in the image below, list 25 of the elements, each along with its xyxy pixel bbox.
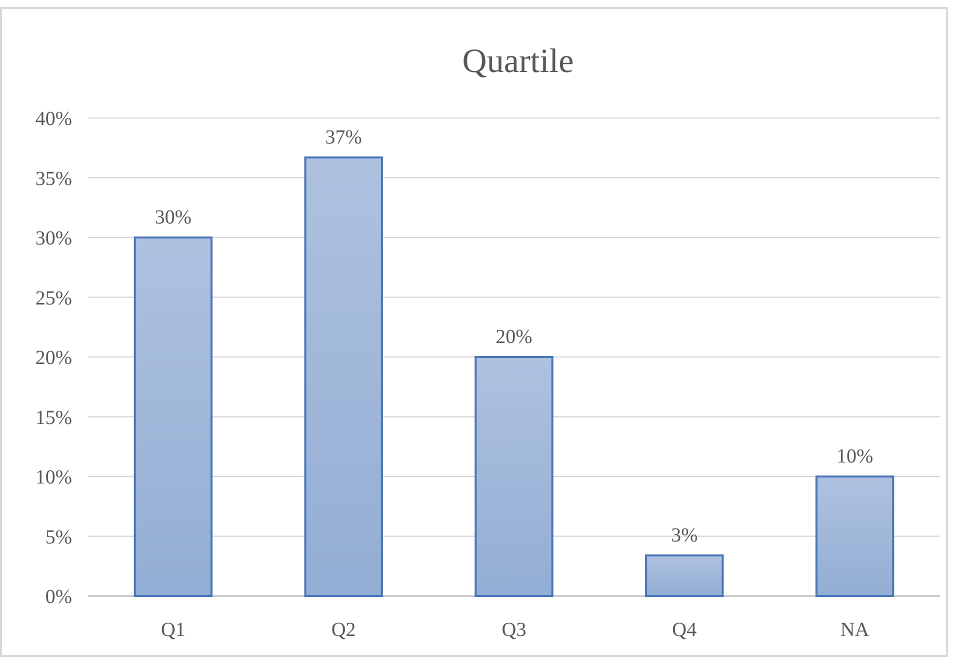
data-label: 3% bbox=[671, 524, 698, 546]
y-tick-label: 30% bbox=[35, 228, 72, 250]
y-tick-label: 35% bbox=[35, 168, 72, 190]
x-tick-label: NA bbox=[840, 619, 870, 641]
x-tick-label: Q4 bbox=[672, 619, 697, 641]
y-tick-label: 25% bbox=[35, 287, 72, 310]
data-label: 30% bbox=[154, 206, 192, 228]
bar bbox=[304, 156, 383, 597]
bar bbox=[474, 356, 554, 597]
y-tick-label: 10% bbox=[35, 466, 72, 488]
bar bbox=[645, 554, 724, 597]
y-tick-label: 20% bbox=[35, 347, 72, 369]
y-tick-label: 5% bbox=[45, 526, 72, 548]
y-tick-label: 15% bbox=[35, 406, 72, 429]
data-label: 37% bbox=[325, 126, 362, 148]
data-label: 10% bbox=[836, 446, 874, 468]
y-tick-label: 40% bbox=[35, 108, 72, 130]
data-label: 20% bbox=[496, 326, 532, 348]
x-tick-label: Q2 bbox=[331, 619, 356, 641]
x-tick-label: Q3 bbox=[502, 619, 526, 641]
chart-title: Quartile bbox=[462, 43, 574, 80]
bar bbox=[134, 236, 213, 597]
x-tick-label: Q1 bbox=[160, 619, 186, 641]
y-tick-label: 0% bbox=[45, 586, 72, 608]
bar bbox=[815, 476, 894, 597]
